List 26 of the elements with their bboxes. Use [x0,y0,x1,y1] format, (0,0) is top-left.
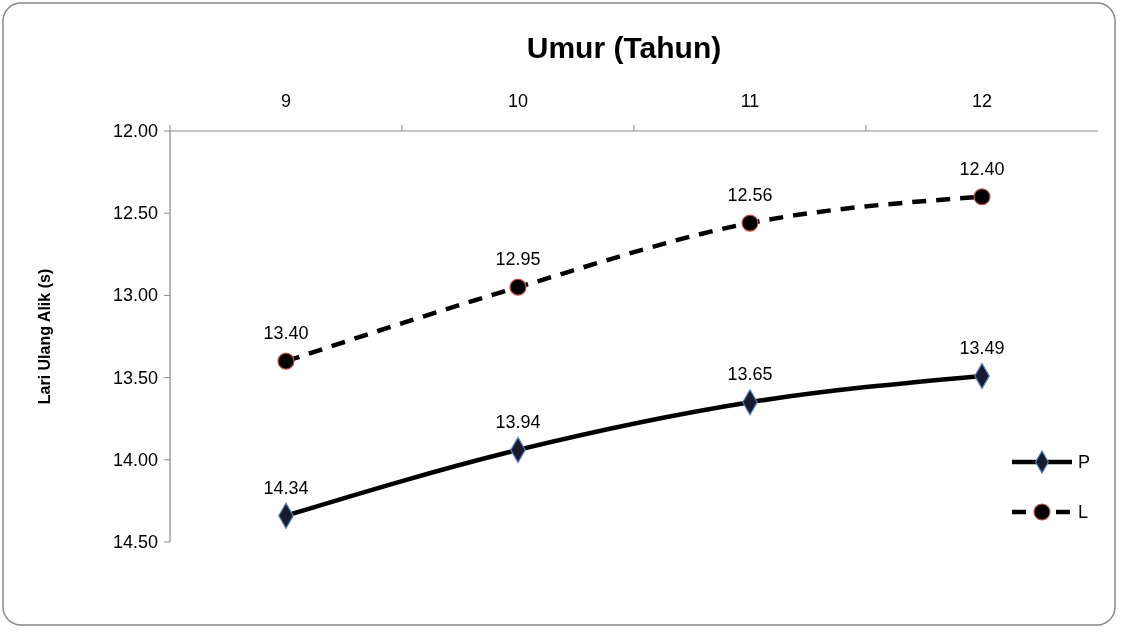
data-label: 13.40 [263,323,309,344]
y-tick-label: 14.00 [112,449,158,470]
point [973,188,991,206]
data-label: 12.40 [959,158,1005,179]
y-tick-label: 12.00 [112,121,158,141]
x-tick-label: 9 [280,91,292,111]
data-label: 13.49 [959,337,1005,358]
y-tick-label: 13.00 [112,285,158,306]
data-label: 14.34 [263,477,309,498]
data-label: 13.94 [495,411,541,432]
legend-label: L [1078,502,1089,522]
y-tick-label: 14.50 [112,532,158,552]
x-tick-label: 12 [971,91,993,111]
y-tick-label: 12.50 [112,203,158,224]
chart-title: Umur (Tahun) [526,31,722,64]
y-tick-label: 13.50 [112,367,158,388]
x-tick-label: 11 [740,91,760,111]
x-tick-label: 10 [507,91,529,111]
data-label: 12.95 [495,249,541,270]
data-label: 13.65 [727,364,773,385]
y-axis-title: Lari Ulang Alik (s) [36,268,53,405]
point [741,214,759,232]
point [277,352,295,370]
point [509,278,527,296]
legend-label: P [1078,452,1091,472]
data-label: 12.56 [727,185,773,206]
